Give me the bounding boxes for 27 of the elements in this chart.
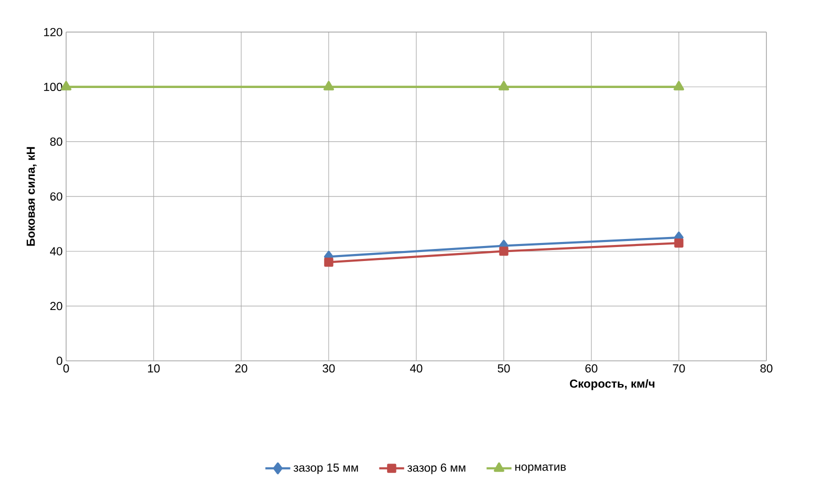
- point: [499, 246, 508, 256]
- x-tick-label: 40: [410, 364, 422, 373]
- x-tick-label: 30: [322, 364, 335, 373]
- x-tick-label: 50: [498, 364, 510, 373]
- y-tick-label: 20: [50, 302, 62, 310]
- x-tick-label: 60: [585, 364, 598, 373]
- y-tick-label: 0: [56, 356, 62, 366]
- point: [674, 81, 684, 91]
- y-axis-title: Боковая сила, кН: [26, 147, 37, 246]
- y-tick-label: 40: [50, 247, 62, 256]
- point: [323, 81, 334, 91]
- point: [324, 258, 334, 268]
- y-tick-label: 60: [50, 192, 62, 201]
- legend-label: зазор 15 мм: [294, 464, 358, 474]
- point: [498, 81, 510, 91]
- x-tick-label: 70: [672, 364, 685, 373]
- legend-label: норматив: [515, 464, 566, 474]
- x-tick-label: 0: [63, 364, 69, 373]
- x-axis-title: Скорость, км/ч: [570, 379, 654, 390]
- legend-label: зазор 6 мм: [407, 464, 466, 474]
- x-tick-label: 20: [235, 364, 248, 373]
- y-tick-label: 120: [44, 28, 62, 36]
- point: [674, 238, 684, 248]
- y-tick-label: 80: [50, 138, 62, 146]
- x-tick-label: 10: [148, 364, 160, 373]
- y-tick-label: 100: [44, 82, 62, 92]
- x-tick-label: 80: [760, 364, 772, 373]
